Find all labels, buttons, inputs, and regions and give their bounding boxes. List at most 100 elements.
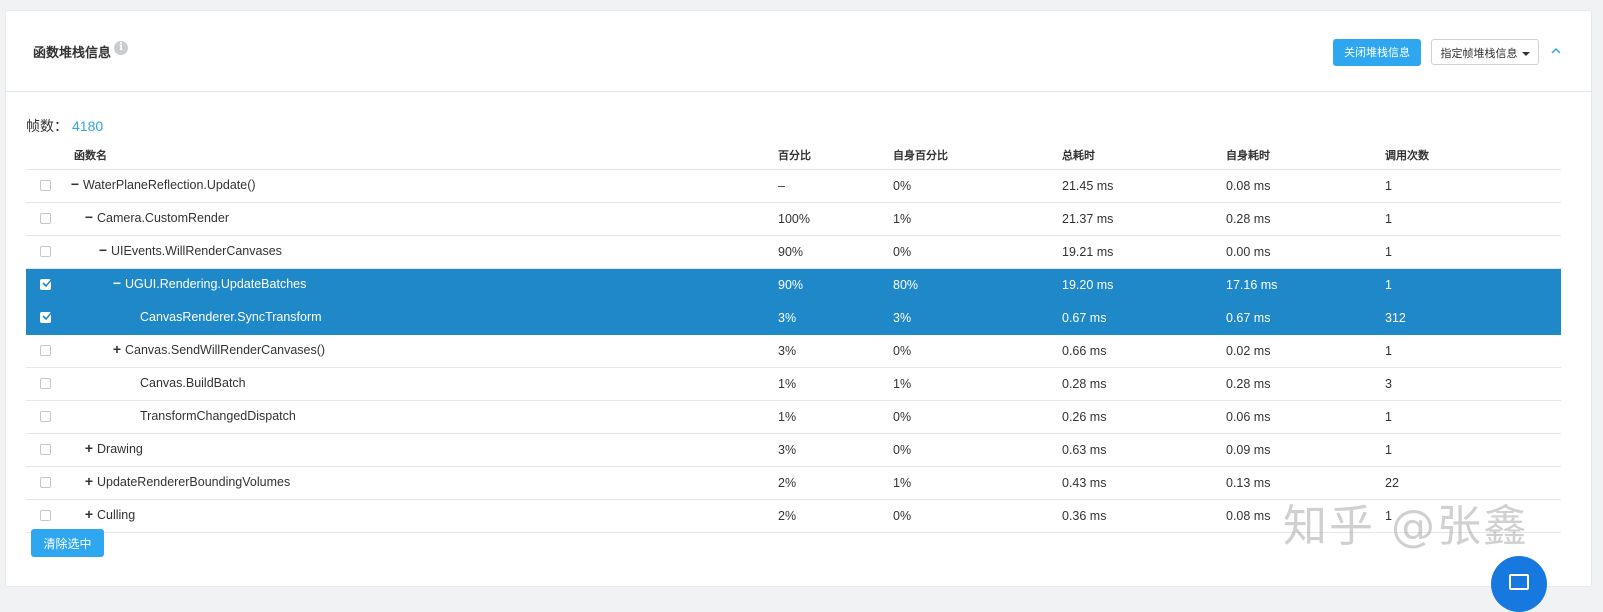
row-checkbox[interactable] xyxy=(40,278,53,290)
clear-selection-button[interactable]: 清除选中 xyxy=(31,529,104,557)
self-time-cell: 0.67 ms xyxy=(1226,311,1271,325)
table-row[interactable]: − Camera.CustomRender 100% 1% 21.37 ms 0.28 m… xyxy=(26,203,1561,236)
call-count-cell: 1 xyxy=(1385,344,1392,358)
self-percent-cell: 0% xyxy=(893,509,912,523)
watermark: 知乎 @张鑫 xyxy=(1283,501,1529,552)
percent-cell: 2% xyxy=(778,509,797,523)
self-time-cell: 0.00 ms xyxy=(1226,245,1271,259)
function-name: WaterPlaneReflection.Update() xyxy=(83,178,256,192)
self-percent-cell: 0% xyxy=(893,179,912,193)
function-name: Drawing xyxy=(97,442,143,456)
table-row[interactable]: − UIEvents.WillRenderCanvases 90% 0% 19.21 m… xyxy=(26,236,1561,269)
self-time-cell: 0.28 ms xyxy=(1226,212,1271,226)
row-checkbox[interactable] xyxy=(40,311,53,323)
row-checkbox[interactable] xyxy=(40,378,51,389)
call-count-cell: 1 xyxy=(1385,278,1392,292)
caret-down-icon xyxy=(1521,52,1530,57)
frame-count-value: 4180 xyxy=(72,118,104,134)
self-percent-cell: 0% xyxy=(893,344,912,358)
table-row[interactable]: + Culling 2% 0% 0.36 ms 0.08 ms 1 xyxy=(26,500,1561,533)
expand-icon[interactable]: + xyxy=(84,440,94,456)
function-name: UGUI.Rendering.UpdateBatches xyxy=(125,277,307,291)
percent-cell: – xyxy=(778,179,785,193)
table-row[interactable]: − UGUI.Rendering.UpdateBatches 90% 80% 19.20… xyxy=(26,269,1561,302)
function-name: UIEvents.WillRenderCanvases xyxy=(111,244,282,258)
function-name-cell: + Canvas.SendWillRenderCanvases() xyxy=(112,341,325,357)
table-row[interactable]: + Canvas.SendWillRenderCanvases() 3% 0% 0.66… xyxy=(26,335,1561,368)
self-percent-cell: 1% xyxy=(893,377,912,391)
function-name-cell: CanvasRenderer.SyncTransform xyxy=(140,310,322,324)
function-name-cell: TransformChangedDispatch xyxy=(140,409,296,423)
row-checkbox[interactable] xyxy=(40,180,51,191)
chat-button[interactable] xyxy=(1491,556,1547,612)
self-percent-cell: 3% xyxy=(893,311,912,325)
row-checkbox[interactable] xyxy=(40,510,51,521)
call-count-cell: 22 xyxy=(1385,476,1399,490)
table-row[interactable]: + UpdateRendererBoundingVolumes 2% 1% 0.43 m… xyxy=(26,467,1561,500)
collapse-icon[interactable]: − xyxy=(112,275,122,291)
chevron-up-icon[interactable] xyxy=(1550,45,1562,57)
expand-icon[interactable]: + xyxy=(112,341,122,357)
row-checkbox[interactable] xyxy=(40,411,51,422)
total-time-cell: 0.26 ms xyxy=(1062,410,1107,424)
percent-cell: 3% xyxy=(778,344,797,358)
percent-cell: 1% xyxy=(778,410,797,424)
table-row[interactable]: + Drawing 3% 0% 0.63 ms 0.09 ms 1 xyxy=(26,434,1561,467)
self-time-cell: 0.08 ms xyxy=(1226,509,1271,523)
close-stack-button[interactable]: 关闭堆栈信息 xyxy=(1333,39,1421,66)
percent-cell: 1% xyxy=(778,377,797,391)
frame-count: 帧数： 4180 xyxy=(26,116,103,136)
expand-icon[interactable]: + xyxy=(84,473,94,489)
function-name-cell: Canvas.BuildBatch xyxy=(140,376,246,390)
row-checkbox[interactable] xyxy=(40,477,51,488)
total-time-cell: 0.63 ms xyxy=(1062,443,1107,457)
chat-icon xyxy=(1509,574,1529,590)
row-checkbox[interactable] xyxy=(40,213,51,224)
table-row[interactable]: − WaterPlaneReflection.Update() – 0% 21.45 m… xyxy=(26,170,1561,203)
percent-cell: 90% xyxy=(778,245,804,259)
self-percent-cell: 0% xyxy=(893,410,912,424)
row-checkbox[interactable] xyxy=(40,246,51,257)
row-checkbox[interactable] xyxy=(40,345,51,356)
table-body: − WaterPlaneReflection.Update() –0% 21.45 m… xyxy=(26,170,1561,533)
panel-header: 函数堆栈信息 i 关闭堆栈信息 指定帧堆栈信息 xyxy=(6,11,1591,92)
expand-icon[interactable]: + xyxy=(84,506,94,522)
self-percent-cell: 1% xyxy=(893,212,912,226)
header-total-time: 总耗时 xyxy=(1062,150,1095,162)
panel-title: 函数堆栈信息 xyxy=(33,45,112,60)
total-time-cell: 19.20 ms xyxy=(1062,278,1114,292)
collapse-icon[interactable]: − xyxy=(98,242,108,258)
function-name-cell: + Drawing xyxy=(84,440,143,456)
self-time-cell: 0.09 ms xyxy=(1226,443,1271,457)
table-row[interactable]: TransformChangedDispatch 1% 0% 0.26 ms 0.06 … xyxy=(26,401,1561,434)
table-row[interactable]: Canvas.BuildBatch 1% 1% 0.28 ms 0.28 ms 3 xyxy=(26,368,1561,401)
function-name-cell: − UIEvents.WillRenderCanvases xyxy=(98,242,282,258)
collapse-icon[interactable]: − xyxy=(84,209,94,225)
row-checkbox[interactable] xyxy=(40,444,51,455)
call-count-cell: 1 xyxy=(1385,245,1392,259)
frame-stack-dropdown[interactable]: 指定帧堆栈信息 xyxy=(1431,39,1539,65)
call-count-cell: 1 xyxy=(1385,509,1392,523)
self-percent-cell: 0% xyxy=(893,443,912,457)
self-time-cell: 0.02 ms xyxy=(1226,344,1271,358)
function-name-cell: + Culling xyxy=(84,506,135,522)
call-count-cell: 1 xyxy=(1385,179,1392,193)
total-time-cell: 0.28 ms xyxy=(1062,377,1107,391)
function-name-cell: + UpdateRendererBoundingVolumes xyxy=(84,473,291,489)
self-percent-cell: 0% xyxy=(893,245,912,259)
collapse-icon[interactable]: − xyxy=(70,176,80,192)
total-time-cell: 19.21 ms xyxy=(1062,245,1114,259)
frame-stack-dropdown-label: 指定帧堆栈信息 xyxy=(1440,48,1518,60)
table-row[interactable]: CanvasRenderer.SyncTransform 3% 3% 0.67 ms 0… xyxy=(26,302,1561,335)
table-header: 函数名 百分比 自身百分比 总耗时 自身耗时 调用次数 xyxy=(26,134,1561,170)
total-time-cell: 0.66 ms xyxy=(1062,344,1107,358)
info-icon[interactable]: i xyxy=(114,41,128,55)
frame-count-label: 帧数： xyxy=(26,118,68,134)
function-name: UpdateRendererBoundingVolumes xyxy=(97,475,291,489)
function-name-cell: − UGUI.Rendering.UpdateBatches xyxy=(112,275,307,291)
self-percent-cell: 1% xyxy=(893,476,912,490)
percent-cell: 3% xyxy=(778,443,797,457)
total-time-cell: 0.43 ms xyxy=(1062,476,1107,490)
total-time-cell: 21.45 ms xyxy=(1062,179,1114,193)
self-time-cell: 0.08 ms xyxy=(1226,179,1271,193)
